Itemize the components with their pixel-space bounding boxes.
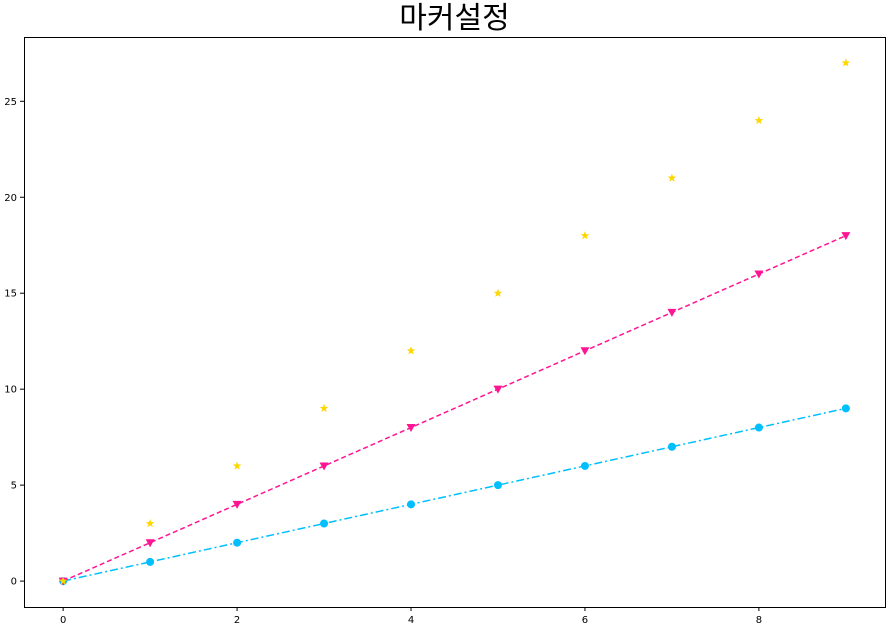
x-tick-label: 4 <box>408 615 414 626</box>
data-point <box>232 500 242 509</box>
data-point <box>320 519 329 528</box>
series-1 <box>58 232 851 586</box>
series-line <box>62 234 847 582</box>
series-line <box>62 407 847 582</box>
data-point <box>841 232 851 241</box>
data-point <box>841 404 850 413</box>
data-point <box>754 115 764 125</box>
series-layer <box>58 58 851 586</box>
x-tick-label: 8 <box>756 615 762 626</box>
y-tick-label: 10 <box>4 385 17 396</box>
data-point <box>580 347 590 356</box>
series-0 <box>59 404 850 586</box>
data-point <box>493 481 502 490</box>
data-point <box>667 308 677 317</box>
chart-title: 마커설정 <box>399 1 510 36</box>
y-tick-label: 25 <box>4 97 17 108</box>
data-point <box>146 557 155 566</box>
y-tick-label: 15 <box>4 289 17 300</box>
y-tick-label: 20 <box>4 193 17 204</box>
x-tick-label: 6 <box>582 615 588 626</box>
plot-frame <box>24 37 886 608</box>
data-point <box>406 346 416 355</box>
data-point <box>145 539 155 548</box>
data-point <box>232 461 242 470</box>
data-point <box>493 288 503 297</box>
data-point <box>841 58 851 67</box>
data-point <box>319 462 329 471</box>
data-point <box>493 385 503 394</box>
data-point <box>754 423 763 432</box>
data-point <box>233 538 242 547</box>
data-point <box>580 231 590 240</box>
ticks-layer: 0 2 4 6 8 0 5 10 15 20 25 <box>4 97 762 626</box>
y-tick-label: 5 <box>11 481 17 492</box>
data-point <box>580 461 589 470</box>
series-2 <box>58 58 851 585</box>
data-point <box>145 519 155 528</box>
x-tick-label: 0 <box>60 615 66 626</box>
data-point <box>667 173 677 182</box>
data-point <box>667 442 676 451</box>
y-tick-label: 0 <box>11 577 17 588</box>
data-point <box>319 403 329 412</box>
data-point <box>406 424 416 433</box>
data-point <box>58 576 68 585</box>
x-tick-label: 2 <box>234 615 240 626</box>
data-point <box>407 500 416 509</box>
data-point <box>754 270 764 279</box>
